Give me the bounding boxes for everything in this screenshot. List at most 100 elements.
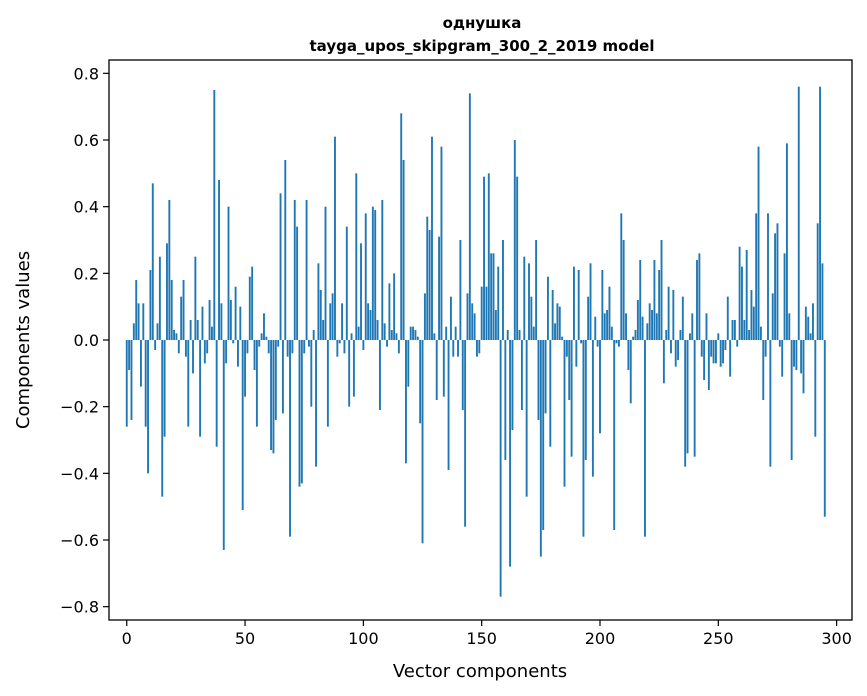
bar-246 [707, 340, 710, 390]
bar-230 [670, 340, 672, 354]
bar-260 [741, 266, 743, 340]
bar-275 [776, 223, 779, 340]
bar-108 [381, 200, 384, 340]
bar-15 [161, 340, 164, 497]
bar-159 [502, 240, 504, 340]
bar-146 [471, 303, 474, 340]
bar-215 [634, 330, 637, 340]
bar-284 [797, 86, 800, 340]
bar-276 [778, 340, 781, 347]
bar-207 [615, 340, 618, 344]
bar-198 [594, 316, 597, 340]
bar-247 [710, 340, 713, 357]
bar-96 [352, 340, 355, 397]
bar-293 [819, 86, 821, 340]
bar-145 [468, 93, 471, 340]
bar-160 [504, 340, 507, 460]
bar-84 [324, 206, 327, 340]
bar-97 [355, 173, 358, 340]
bar-265 [752, 306, 755, 340]
bar-109 [383, 323, 386, 340]
bar-110 [386, 340, 388, 347]
bar-80 [315, 340, 317, 467]
bar-135 [445, 326, 448, 340]
bar-197 [591, 340, 594, 477]
bar-243 [700, 340, 703, 357]
bar-63 [274, 340, 277, 420]
bar-161 [506, 330, 509, 340]
bar-55 [255, 340, 258, 427]
bar-227 [662, 340, 665, 384]
bar-281 [790, 340, 793, 460]
bar-218 [641, 316, 644, 340]
bar-226 [660, 240, 663, 340]
bar-258 [736, 340, 739, 347]
bar-6 [140, 340, 142, 387]
bar-81 [317, 263, 320, 340]
bar-107 [378, 340, 381, 410]
bar-205 [610, 326, 613, 340]
bar-170 [528, 263, 530, 340]
bar-185 [563, 340, 566, 487]
bar-138 [452, 340, 455, 357]
x-tick-label-200: 200 [585, 629, 616, 648]
bar-101 [364, 213, 367, 340]
chart-title-line-1: однушка [443, 14, 522, 32]
bar-24 [182, 280, 185, 340]
bar-153 [487, 173, 490, 340]
bar-105 [374, 210, 377, 340]
bar-289 [809, 333, 812, 340]
bar-295 [823, 340, 826, 517]
bar-94 [348, 340, 351, 407]
bar-250 [717, 333, 720, 340]
bar-132 [438, 236, 441, 340]
bar-32 [201, 306, 204, 340]
bar-220 [646, 323, 649, 340]
bar-99 [360, 243, 362, 340]
bar-41 [222, 340, 225, 550]
bar-11 [151, 183, 154, 340]
bar-8 [144, 340, 147, 427]
bar-73 [298, 340, 301, 487]
bar-167 [520, 340, 523, 410]
y-tick-label-7: 0.6 [74, 131, 99, 150]
bar-204 [608, 286, 611, 340]
bar-69 [289, 340, 291, 537]
bar-1 [128, 340, 131, 370]
y-axis-ticks: −0.8 −0.6 −0.4 −0.2 0.0 0.2 0.4 0.6 0.8 [60, 64, 109, 617]
bars-group [125, 86, 826, 597]
bar-237 [686, 340, 689, 454]
bar-103 [369, 310, 372, 340]
bar-196 [589, 263, 592, 340]
bar-106 [376, 320, 379, 340]
bar-223 [653, 260, 656, 340]
y-tick-label-6: 0.4 [74, 198, 99, 217]
bar-222 [651, 310, 653, 340]
bar-34 [206, 340, 209, 354]
bar-187 [568, 340, 571, 400]
bar-200 [599, 340, 601, 434]
bar-189 [573, 266, 575, 340]
bar-212 [627, 340, 630, 370]
bar-90 [338, 340, 341, 344]
bar-169 [525, 340, 528, 497]
bar-42 [225, 340, 228, 364]
bar-129 [431, 136, 433, 340]
bar-142 [461, 340, 464, 410]
bar-77 [308, 340, 310, 347]
bar-279 [785, 143, 788, 340]
bar-206 [613, 340, 616, 530]
bar-292 [816, 223, 819, 340]
bar-217 [639, 260, 642, 340]
bar-21 [175, 333, 178, 340]
x-tick-label-150: 150 [466, 629, 497, 648]
bar-134 [442, 340, 445, 397]
y-tick-label-8: 0.8 [74, 64, 99, 83]
bar-20 [173, 330, 176, 340]
bar-194 [584, 340, 587, 460]
x-tick-label-0: 0 [122, 629, 132, 648]
bar-68 [286, 340, 289, 357]
bar-130 [433, 333, 436, 340]
bar-79 [312, 330, 315, 340]
